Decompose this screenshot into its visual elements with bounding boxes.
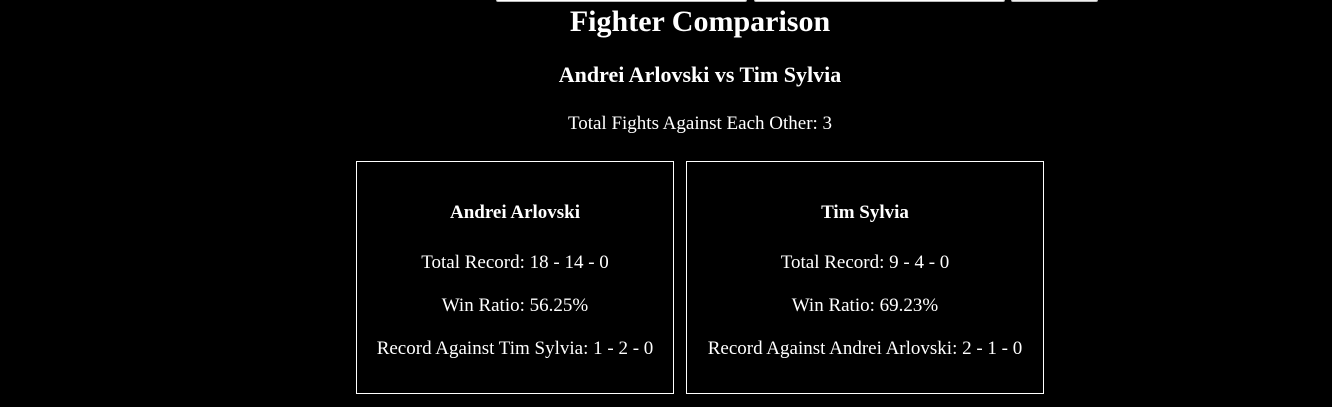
- win-ratio: Win Ratio: 56.25%: [441, 295, 589, 316]
- total-fights-text: Total Fights Against Each Other: 3: [567, 113, 833, 134]
- matchup-title: Andrei Arlovski vs Tim Sylvia: [558, 62, 842, 87]
- total-record: Total Record: 9 - 4 - 0: [780, 252, 950, 273]
- record-against: Record Against Tim Sylvia: 1 - 2 - 0: [376, 338, 654, 359]
- page-title: Fighter Comparison: [569, 5, 831, 38]
- fighter-cards: Andrei Arlovski Total Record: 18 - 14 - …: [356, 161, 1044, 394]
- total-record: Total Record: 18 - 14 - 0: [421, 252, 609, 273]
- fighter-card: Andrei Arlovski Total Record: 18 - 14 - …: [356, 161, 674, 394]
- record-against: Record Against Andrei Arlovski: 2 - 1 - …: [707, 338, 1023, 359]
- fighter-card: Tim Sylvia Total Record: 9 - 4 - 0 Win R…: [686, 161, 1044, 394]
- compare-button[interactable]: [1011, 0, 1098, 2]
- fighter-one-input[interactable]: [496, 0, 747, 2]
- win-ratio: Win Ratio: 69.23%: [791, 295, 939, 316]
- fighter-name: Andrei Arlovski: [449, 202, 581, 223]
- fighter-name: Tim Sylvia: [821, 202, 909, 223]
- fighter-two-input[interactable]: [754, 0, 1005, 2]
